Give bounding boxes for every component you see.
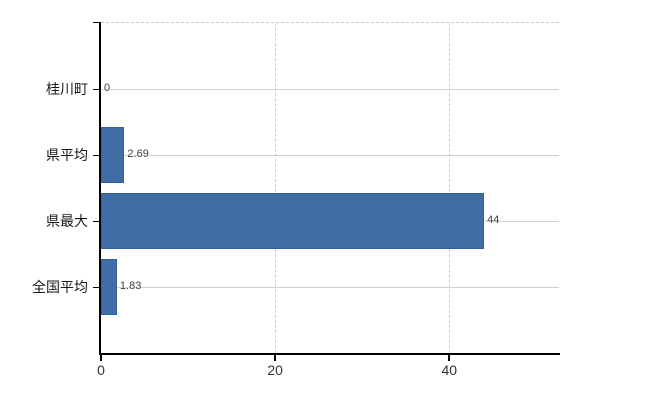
gridline-horizontal [101, 154, 559, 156]
gridline-vertical [274, 23, 276, 353]
plot-area: 0 2.69 44 1.83 [101, 22, 559, 353]
gridline-horizontal [101, 88, 559, 90]
x-axis-tick [448, 355, 451, 361]
category-label: 県平均 [46, 147, 88, 163]
gridline-horizontal [101, 286, 559, 288]
x-axis-tick [100, 355, 102, 361]
bar-value-label: 44 [487, 214, 500, 226]
x-axis-line [99, 353, 560, 355]
y-axis-line [99, 22, 101, 355]
bar [101, 193, 485, 249]
bar-value-label: 1.83 [119, 280, 142, 292]
x-axis-tick [274, 355, 277, 361]
gridline-vertical [448, 23, 450, 353]
category-label: 県最大 [46, 213, 88, 229]
x-axis-tick-label: 40 [441, 362, 458, 378]
bar [101, 127, 125, 183]
x-axis-tick-label: 0 [97, 362, 105, 378]
category-label: 全国平均 [32, 279, 88, 295]
y-axis-tick [93, 88, 99, 90]
category-label: 桂川町 [46, 81, 88, 97]
y-axis-tick [93, 220, 99, 222]
y-axis-tick [93, 154, 99, 156]
bar-value-label: 0 [104, 82, 111, 94]
bar [101, 259, 117, 315]
bar-value-label: 2.69 [127, 148, 149, 160]
x-axis-tick-label: 20 [267, 362, 283, 378]
y-axis-tick [93, 22, 99, 23]
y-axis-tick [93, 286, 99, 288]
